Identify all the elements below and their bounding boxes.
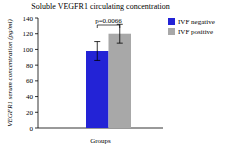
y-tick-label: 20 — [26, 109, 34, 117]
y-tick — [35, 33, 38, 34]
chart-svg: Soluble VEGFR1 circulating concentration… — [0, 0, 226, 150]
legend-label: IVF negative — [178, 18, 215, 26]
y-tick-label: 60 — [26, 77, 34, 85]
y-tick-label: 0 — [30, 125, 34, 133]
y-tick — [35, 128, 38, 129]
y-tick-label: 140 — [23, 15, 34, 23]
x-axis-label: Groups — [90, 137, 111, 145]
y-axis — [38, 18, 39, 128]
annotation-bracket — [97, 25, 120, 28]
y-tick — [35, 80, 38, 81]
legend-swatch — [168, 28, 175, 35]
y-tick — [35, 112, 38, 113]
y-tick — [35, 18, 38, 19]
error-bar — [94, 42, 100, 61]
title: Soluble VEGFR1 circulating concentration — [31, 2, 169, 11]
y-tick-label: 100 — [23, 46, 34, 54]
legend-swatch — [168, 18, 175, 25]
chart: Soluble VEGFR1 circulating concentration… — [0, 0, 226, 150]
y-tick — [35, 65, 38, 66]
plot-marks — [86, 24, 131, 128]
bar — [86, 51, 109, 128]
y-tick — [35, 96, 38, 97]
y-tick-label: 80 — [26, 62, 34, 70]
y-axis-label: VEGFR1 serum concentration (pg/ml) — [6, 19, 14, 127]
y-tick-label: 40 — [26, 93, 34, 101]
bar — [109, 34, 132, 128]
annotation: p=0.0066 — [95, 17, 122, 25]
y-tick — [35, 49, 38, 50]
y-tick-label: 120 — [23, 30, 34, 38]
legend-label: IVF positive — [178, 28, 213, 36]
